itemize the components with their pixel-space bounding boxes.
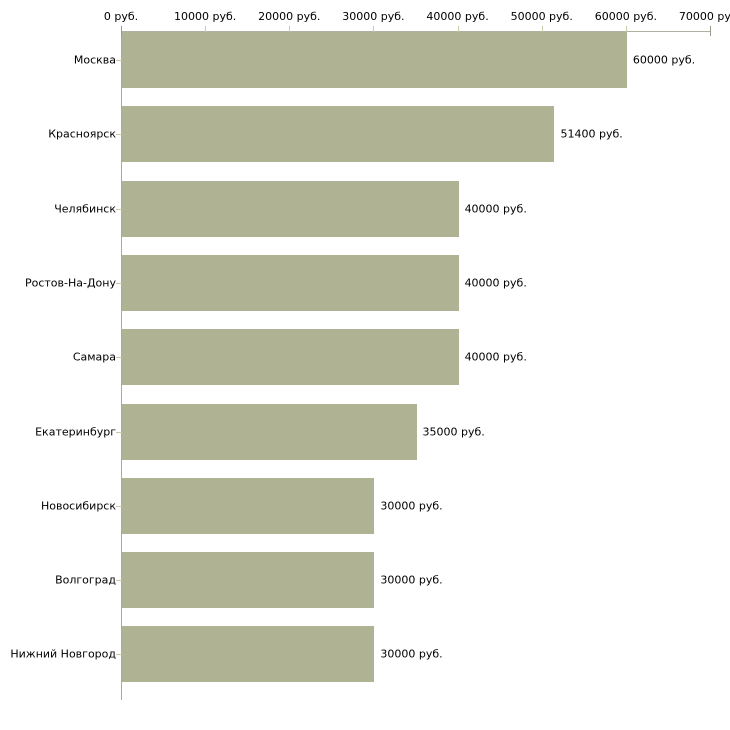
- bar[interactable]: [122, 329, 459, 386]
- x-axis-tick: [457, 26, 459, 36]
- x-axis-tick: [373, 26, 375, 36]
- x-axis-tick: [541, 26, 543, 36]
- category-label: Самара: [72, 350, 116, 364]
- bar[interactable]: [122, 626, 375, 683]
- category-label: Волгоград: [55, 573, 116, 587]
- bar[interactable]: [122, 180, 459, 237]
- y-axis-tick: [116, 580, 122, 582]
- y-axis-tick: [116, 505, 122, 507]
- bar-value-label: 40000 руб.: [464, 350, 527, 364]
- bar-value-label: 40000 руб.: [464, 276, 527, 290]
- bar-value-label: 30000 руб.: [380, 573, 443, 587]
- y-axis-tick: [116, 60, 122, 61]
- x-axis-tick-label: 20000 руб.: [258, 10, 321, 23]
- bar[interactable]: [122, 32, 627, 88]
- bar-value-label: 40000 руб.: [464, 202, 527, 216]
- category-label: Ростов-На-Дону: [24, 276, 116, 290]
- bar-value-label: 60000 руб.: [632, 53, 696, 67]
- x-axis-tick-label: 10000 руб.: [174, 10, 237, 23]
- y-axis-tick: [116, 208, 122, 210]
- x-axis-tick: [625, 26, 627, 36]
- x-axis-tick-label: 70000 руб.: [678, 10, 730, 23]
- bar-value-label: 35000 руб.: [422, 425, 485, 438]
- y-axis-tick: [116, 357, 122, 359]
- x-axis-tick: [710, 26, 711, 36]
- category-label: Красноярск: [48, 127, 116, 141]
- category-label: Новосибирск: [40, 499, 116, 513]
- x-axis-tick-label: 60000 руб.: [594, 10, 657, 23]
- y-axis-tick: [116, 282, 122, 284]
- x-axis-tick-label: 40000 руб.: [426, 10, 489, 23]
- bar[interactable]: [122, 106, 555, 163]
- bar[interactable]: [122, 403, 417, 460]
- bar[interactable]: [122, 552, 375, 609]
- x-axis-tick-label: 30000 руб.: [342, 10, 405, 23]
- bar-value-label: 30000 руб.: [380, 647, 443, 661]
- y-axis-tick: [116, 431, 122, 433]
- x-axis-tick: [121, 26, 122, 36]
- bar[interactable]: [122, 477, 375, 534]
- category-label: Нижний Новгород: [10, 647, 116, 661]
- y-axis-tick: [116, 134, 122, 136]
- bar[interactable]: [122, 254, 459, 311]
- x-axis-tick-label: 0 руб.: [103, 10, 139, 23]
- x-axis-tick: [289, 26, 291, 36]
- bar-value-label: 30000 руб.: [380, 499, 443, 513]
- category-label: Екатеринбург: [35, 425, 116, 438]
- category-label: Москва: [73, 53, 116, 67]
- y-axis-tick: [116, 654, 122, 656]
- x-axis-tick: [205, 26, 207, 36]
- x-axis-tick-label: 50000 руб.: [510, 10, 573, 23]
- bar-value-label: 51400 руб.: [560, 127, 623, 141]
- x-axis-line: [121, 31, 710, 32]
- category-label: Челябинск: [54, 202, 116, 216]
- y-axis-line: [121, 31, 122, 700]
